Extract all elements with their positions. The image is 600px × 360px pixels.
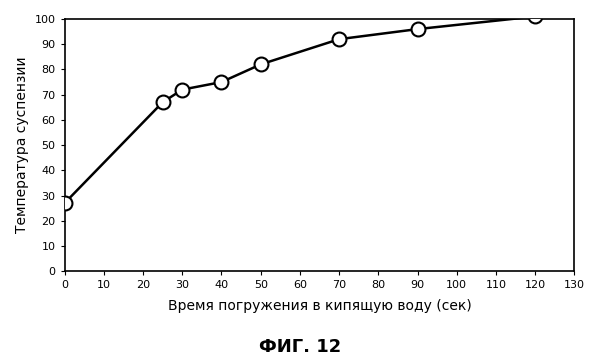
X-axis label: Время погружения в кипящую воду (сек): Время погружения в кипящую воду (сек)	[167, 298, 472, 312]
Text: ФИГ. 12: ФИГ. 12	[259, 338, 341, 356]
Y-axis label: Температура суспензии: Температура суспензии	[15, 57, 29, 233]
